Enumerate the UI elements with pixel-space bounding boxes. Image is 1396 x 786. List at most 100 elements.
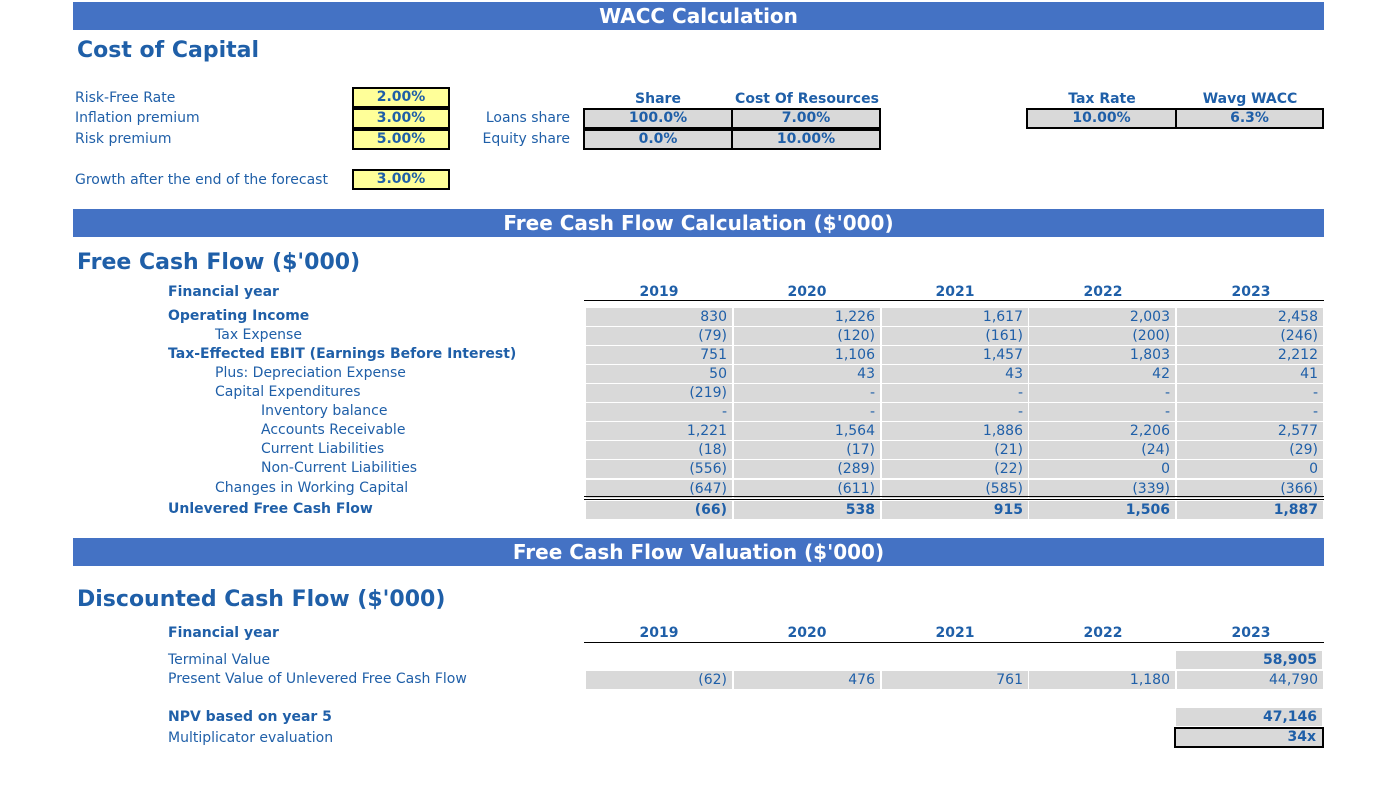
inflation-premium-input[interactable]: 3.00% <box>352 108 450 129</box>
fcf-cell: (246) <box>1177 327 1323 345</box>
fcf-cell: 1,886 <box>882 422 1028 440</box>
equity-share-value: 0.0% <box>583 129 733 150</box>
wacc-banner: WACC Calculation <box>73 2 1324 30</box>
fcf-row-label: Tax Expense <box>215 327 302 343</box>
fcf-cell: 1,221 <box>586 422 732 440</box>
pv-cell: 476 <box>734 671 880 689</box>
npv-label: NPV based on year 5 <box>168 709 332 725</box>
fcf-cell: 830 <box>586 308 732 326</box>
fcf-header-rule <box>584 300 1324 301</box>
loans-share-value: 100.0% <box>583 108 733 129</box>
fcf-row-label: Capital Expenditures <box>215 384 361 400</box>
fcf-cell: (611) <box>734 480 880 498</box>
fcf-row-label: Inventory balance <box>261 403 388 419</box>
fcf-cell: (21) <box>882 441 1028 459</box>
fcf-cell: (339) <box>1029 480 1175 498</box>
fcf-cell: 1,226 <box>734 308 880 326</box>
fcf-cell: (161) <box>882 327 1028 345</box>
fcf-row-label: Accounts Receivable <box>261 422 406 438</box>
fcf-cell: - <box>1029 403 1175 421</box>
dcf-header-rule <box>584 642 1324 643</box>
fcf-cell: - <box>1177 403 1323 421</box>
fcf-year-header: 2019 <box>639 284 679 300</box>
valuation-banner: Free Cash Flow Valuation ($'000) <box>73 538 1324 566</box>
growth-input[interactable]: 3.00% <box>352 169 450 190</box>
fcf-cell: 43 <box>882 365 1028 383</box>
fcf-row-label: Current Liabilities <box>261 441 385 457</box>
fcf-cell: (289) <box>734 460 880 478</box>
tax-rate-value: 10.00% <box>1026 108 1177 129</box>
fcf-title: Free Cash Flow ($'000) <box>77 250 361 275</box>
fcf-cell: (647) <box>586 480 732 498</box>
fcf-cell: 1,803 <box>1029 346 1175 364</box>
fcf-row-label: Operating Income <box>168 308 310 324</box>
terminal-value-label: Terminal Value <box>168 652 271 668</box>
cost-of-capital-title: Cost of Capital <box>77 38 260 63</box>
risk-free-rate-input[interactable]: 2.00% <box>352 87 450 108</box>
share-header: Share <box>635 91 681 107</box>
risk-free-rate-label: Risk-Free Rate <box>75 90 176 106</box>
fcf-cell: (66) <box>586 501 732 519</box>
fcf-cell: (585) <box>882 480 1028 498</box>
fcf-cell: 1,457 <box>882 346 1028 364</box>
dcf-year-header: 2021 <box>935 625 975 641</box>
fcf-cell: (22) <box>882 460 1028 478</box>
fcf-row-label: Tax-Effected EBIT (Earnings Before Inter… <box>168 346 517 362</box>
fcf-year-header: 2021 <box>935 284 975 300</box>
loans-share-label: Loans share <box>485 110 570 126</box>
npv-value: 47,146 <box>1176 708 1322 726</box>
multiplicator-value: 34x <box>1174 727 1324 748</box>
fcf-cell: 751 <box>586 346 732 364</box>
tax-rate-header: Tax Rate <box>1068 91 1136 107</box>
fcf-cell: 50 <box>586 365 732 383</box>
equity-cost-value: 10.00% <box>731 129 881 150</box>
fcf-row-label: Non-Current Liabilities <box>261 460 418 476</box>
fcf-row-label: Plus: Depreciation Expense <box>215 365 406 381</box>
fcf-cell: (366) <box>1177 480 1323 498</box>
fcf-cell: - <box>734 384 880 402</box>
fcf-cell: - <box>734 403 880 421</box>
fcf-cell: (120) <box>734 327 880 345</box>
loans-cost-value: 7.00% <box>731 108 881 129</box>
fcf-financial-year-label: Financial year <box>168 284 279 300</box>
fcf-total-rule-2 <box>584 499 1324 500</box>
dcf-title: Discounted Cash Flow ($'000) <box>77 587 446 612</box>
fcf-cell: 538 <box>734 501 880 519</box>
fcf-cell: 42 <box>1029 365 1175 383</box>
fcf-cell: - <box>586 403 732 421</box>
equity-share-label: Equity share <box>482 131 570 147</box>
fcf-cell: (24) <box>1029 441 1175 459</box>
fcf-cell: 0 <box>1029 460 1175 478</box>
fcf-cell: (18) <box>586 441 732 459</box>
pv-cell: (62) <box>586 671 732 689</box>
fcf-cell: 915 <box>882 501 1028 519</box>
cost-of-resources-header: Cost Of Resources <box>735 91 879 107</box>
fcf-row-label: Unlevered Free Cash Flow <box>168 501 373 517</box>
fcf-cell: 2,003 <box>1029 308 1175 326</box>
wavg-wacc-header: Wavg WACC <box>1202 91 1298 107</box>
fcf-year-header: 2020 <box>787 284 827 300</box>
wavg-wacc-value: 6.3% <box>1175 108 1324 129</box>
fcf-cell: 43 <box>734 365 880 383</box>
fcf-cell: 1,564 <box>734 422 880 440</box>
fcf-cell: 41 <box>1177 365 1323 383</box>
fcf-cell: (79) <box>586 327 732 345</box>
dcf-year-header: 2020 <box>787 625 827 641</box>
fcf-cell: 1,617 <box>882 308 1028 326</box>
pv-cell: 761 <box>882 671 1028 689</box>
risk-premium-label: Risk premium <box>75 131 172 147</box>
multiplicator-label: Multiplicator evaluation <box>168 730 334 746</box>
fcf-cell: 2,577 <box>1177 422 1323 440</box>
fcf-cell: 1,106 <box>734 346 880 364</box>
fcf-cell: (200) <box>1029 327 1175 345</box>
fcf-cell: 2,206 <box>1029 422 1175 440</box>
fcf-cell: - <box>882 403 1028 421</box>
fcf-cell: (17) <box>734 441 880 459</box>
pv-label: Present Value of Unlevered Free Cash Flo… <box>168 671 467 687</box>
fcf-row-label: Changes in Working Capital <box>215 480 409 496</box>
fcf-cell: 0 <box>1177 460 1323 478</box>
fcf-cell: (556) <box>586 460 732 478</box>
fcf-cell: (29) <box>1177 441 1323 459</box>
fcf-cell: 1,506 <box>1029 501 1175 519</box>
risk-premium-input[interactable]: 5.00% <box>352 129 450 150</box>
